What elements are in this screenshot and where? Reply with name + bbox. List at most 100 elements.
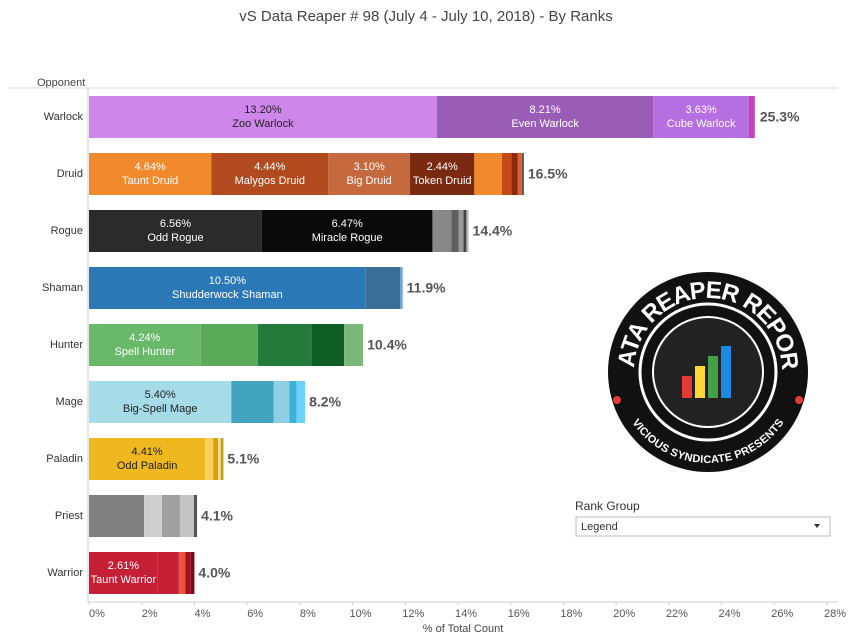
bar-segment	[273, 381, 290, 423]
segment-value-label: 4.44%	[254, 161, 285, 173]
bar-segment	[179, 495, 194, 537]
x-axis-label: % of Total Count	[423, 623, 504, 635]
category-label: Hunter	[50, 339, 83, 351]
x-tick-label: 10%	[350, 608, 372, 620]
category-label: Mage	[55, 396, 83, 408]
total-label: 5.1%	[227, 451, 259, 467]
bar-segment	[432, 210, 452, 252]
bar-segment	[218, 438, 221, 480]
x-tick-label: 6%	[247, 608, 263, 620]
logo-ring	[638, 302, 778, 442]
segment-name-label: Token Druid	[413, 175, 472, 187]
total-label: 14.4%	[473, 223, 513, 239]
segment-value-label: 2.44%	[427, 161, 458, 173]
x-tick-label: 2%	[142, 608, 158, 620]
legend-dropdown[interactable]	[575, 516, 831, 537]
segment-value-label: 2.61%	[108, 560, 139, 572]
segment-value-label: 5.40%	[145, 389, 176, 401]
total-label: 4.0%	[198, 565, 230, 581]
bar-segment	[436, 96, 654, 138]
bar-segment	[296, 381, 306, 423]
bar-segment	[144, 495, 163, 537]
bar-segment	[220, 438, 224, 480]
legend-dropdown-text[interactable]: Legend	[581, 521, 618, 533]
bar-segment	[211, 153, 329, 195]
x-tick-label: 16%	[508, 608, 530, 620]
bar-segment	[466, 210, 469, 252]
x-tick-label: 20%	[613, 608, 635, 620]
bar-segment	[178, 552, 186, 594]
x-tick-label: 12%	[402, 608, 424, 620]
segment-value-label: 4.24%	[129, 332, 160, 344]
segment-value-label: 4.64%	[135, 161, 166, 173]
legend-title: Rank Group	[575, 499, 640, 513]
logo-dot	[613, 396, 621, 404]
bar-segment	[344, 324, 364, 366]
bar-segment	[257, 324, 312, 366]
bar-segment	[205, 438, 214, 480]
logo-dot	[795, 396, 803, 404]
category-label: Rogue	[51, 225, 83, 237]
segment-name-label: Miracle Rogue	[312, 232, 383, 244]
bar-segment	[89, 324, 201, 366]
bar-segment	[89, 438, 206, 480]
bar-segment	[451, 210, 459, 252]
bar-segment	[200, 324, 258, 366]
category-label: Shaman	[42, 282, 83, 294]
segment-name-label: Even Warlock	[511, 118, 579, 130]
bar-segment	[89, 381, 232, 423]
bar-segment	[89, 153, 212, 195]
bar-segment	[89, 267, 366, 309]
bar-segment	[89, 96, 437, 138]
x-tick-label: 14%	[455, 608, 477, 620]
segment-value-label: 6.56%	[160, 218, 191, 230]
bar-segment	[521, 153, 524, 195]
segment-name-label: Shudderwock Shaman	[172, 289, 283, 301]
segment-name-label: Odd Paladin	[117, 460, 178, 472]
segment-value-label: 8.21%	[530, 104, 561, 116]
category-label: Priest	[55, 510, 83, 522]
bar-segment	[474, 153, 503, 195]
bar-segment	[89, 210, 262, 252]
segment-name-label: Odd Rogue	[147, 232, 203, 244]
segment-value-label: 6.47%	[332, 218, 363, 230]
segment-value-label: 4.41%	[132, 446, 163, 458]
category-label: Paladin	[46, 453, 83, 465]
x-tick-label: 18%	[560, 608, 582, 620]
segment-value-label: 13.20%	[244, 104, 282, 116]
category-label: Druid	[57, 168, 83, 180]
x-tick-label: 28%	[824, 608, 846, 620]
bar-segment	[289, 381, 297, 423]
total-label: 16.5%	[528, 166, 568, 182]
segment-name-label: Big Druid	[347, 175, 392, 187]
total-label: 11.9%	[407, 280, 446, 296]
category-label: Warlock	[44, 111, 84, 123]
total-label: 25.3%	[760, 109, 800, 125]
category-label: Warrior	[47, 567, 83, 579]
chart-title: vS Data Reaper # 98 (July 4 - July 10, 2…	[239, 8, 613, 25]
x-tick-label: 0%	[89, 608, 105, 620]
segment-name-label: Spell Hunter	[115, 346, 176, 358]
segment-name-label: Malygos Druid	[235, 175, 305, 187]
bar-segment	[517, 153, 522, 195]
bar-segment	[410, 153, 475, 195]
x-tick-label: 26%	[771, 608, 793, 620]
bar-segment	[400, 267, 403, 309]
total-label: 10.4%	[367, 337, 407, 353]
logo-icon-bar	[708, 356, 718, 398]
segment-value-label: 3.63%	[686, 104, 717, 116]
segment-value-label: 10.50%	[209, 275, 247, 287]
x-tick-label: 4%	[194, 608, 210, 620]
bar-segment	[231, 381, 274, 423]
dropdown-arrow[interactable]	[814, 524, 820, 528]
bar-segment	[458, 210, 464, 252]
segment-value-label: 3.10%	[354, 161, 385, 173]
x-tick-label: 8%	[300, 608, 316, 620]
bar-segment	[213, 438, 219, 480]
bar-segment	[502, 153, 512, 195]
x-tick-label: 24%	[719, 608, 741, 620]
segment-name-label: Big-Spell Mage	[123, 403, 198, 415]
logo-icon-bar	[695, 366, 705, 398]
